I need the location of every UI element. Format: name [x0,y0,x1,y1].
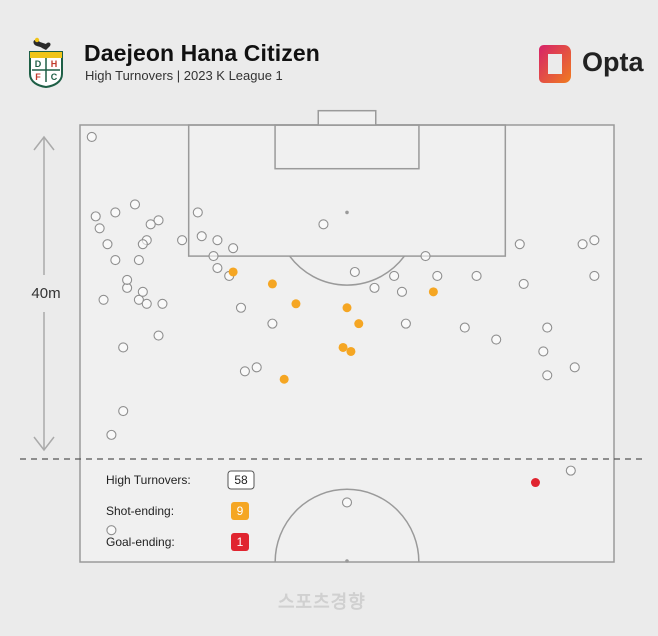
turnover-points [86,131,600,536]
goal-point [530,478,540,488]
arrow-down-head-icon [33,436,55,452]
turnover-point [569,362,580,373]
legend-count-turnovers: 58 [234,473,248,487]
shot-point [342,303,352,313]
center-circle-arc [274,488,420,563]
crest-letter-c: C [51,72,58,82]
chart-subtitle: High Turnovers | 2023 K League 1 [85,68,283,83]
turnover-point [133,294,144,305]
shot-point [291,299,301,309]
turnover-point [208,251,219,262]
turnover-point [318,219,329,230]
turnover-point [491,334,502,345]
header: D H F C Daejeon Hana Citizen High Turnov… [0,0,658,110]
turnover-point [98,294,109,305]
turnover-point [369,282,380,293]
crest-letter-d: D [35,59,42,69]
pitch-area [79,124,615,563]
turnover-point [396,286,408,297]
turnover-point [110,255,121,266]
shot-point [428,287,438,297]
turnover-point [137,239,148,250]
legend-swatch-goal [231,533,249,551]
chart-title: Daejeon Hana Citizen [84,40,320,66]
turnover-point [349,266,360,278]
watermark-text: 스포츠경향 [278,592,366,612]
club-crest-icon: D H F C [29,37,63,88]
turnover-point [137,286,148,297]
shot-point [354,319,364,329]
penalty-arc [288,255,406,286]
turnover-point [102,239,113,250]
legend-label-turnovers: High Turnovers: [106,473,191,487]
turnover-point [518,278,529,289]
turnover-point [94,223,105,234]
legend-swatch-turnovers [227,470,255,490]
turnover-point [228,243,239,254]
goal-frame [317,109,377,126]
turnover-point [251,362,262,373]
legend: High Turnovers: 58 Shot-ending: 9 Goal-e… [106,470,255,551]
turnover-point [589,235,600,246]
turnover-point [177,235,188,246]
crest-letter-h: H [51,59,58,69]
turnover-point [420,251,431,262]
turnover-point [196,231,207,242]
turnover-point [432,270,443,282]
crest-letter-f: F [35,72,41,82]
turnover-point [538,346,549,357]
turnover-point [471,270,482,282]
center-spot [345,559,349,563]
turnover-point [239,366,250,377]
turnover-point [589,270,600,282]
turnover-point [118,405,129,417]
turnover-point [106,429,117,440]
distance-label: 40m [31,285,60,302]
turnover-point [542,370,553,381]
turnover-point [133,255,144,266]
legend-swatch-shot [231,502,249,520]
turnover-point [153,330,164,341]
shot-point [338,342,348,352]
turnover-point [110,207,121,218]
turnover-point [341,497,353,508]
shot-point [267,279,277,289]
turnover-point [90,211,101,222]
legend-label-shot: Shot-ending: [106,504,174,518]
distance-arrow: 40m [31,135,61,452]
turnover-point [400,318,411,329]
legend-label-goal: Goal-ending: [106,535,175,549]
turnover-point [565,465,576,476]
arrow-up-head-icon [33,135,55,151]
turnover-point [459,322,470,333]
turnover-point [267,318,278,329]
turnover-point [122,274,133,285]
turnover-point [145,219,156,230]
turnover-point [235,302,247,313]
turnover-point [389,270,400,282]
shot-point [228,267,238,277]
legend-count-goal: 1 [237,535,244,549]
turnover-point [212,262,223,274]
opta-logo-icon [539,45,571,83]
turnover-point [514,239,525,250]
opta-brand-text: Opta [582,47,644,77]
turnover-point [577,239,588,250]
shot-point [279,374,289,384]
turnover-point [141,298,152,309]
turnover-point [86,131,97,142]
turnover-point [192,207,203,218]
turnover-point [542,322,553,333]
turnover-point [106,525,117,536]
legend-count-shot: 9 [237,504,244,518]
shot-point [346,346,356,356]
turnover-point [157,298,168,309]
turnover-point [153,215,164,226]
turnover-point [212,235,223,246]
penalty-spot [345,210,349,215]
turnover-point [129,199,141,210]
pitch-markings [79,109,615,563]
turnover-point [118,342,129,353]
